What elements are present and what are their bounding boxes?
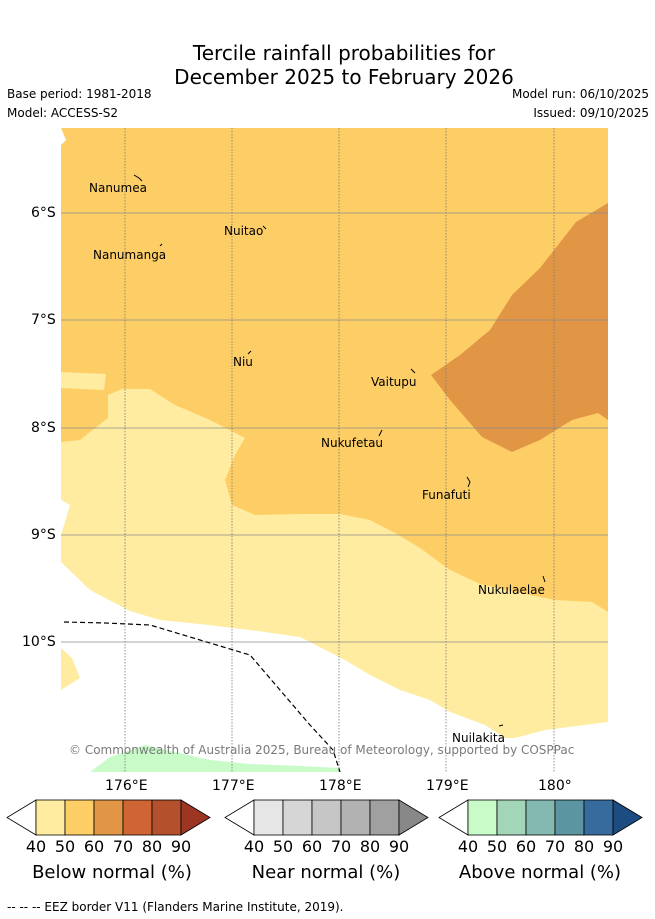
lat-label-9s: 9°S	[31, 527, 56, 543]
above-normal-40-region	[90, 745, 340, 772]
island-nukulaelae	[542, 575, 546, 583]
legend-tick-label: 40	[457, 837, 479, 856]
legend-tick-label: 40	[243, 837, 265, 856]
lat-label-7s: 7°S	[31, 312, 56, 328]
lat-label-10s: 10°S	[22, 634, 56, 650]
island-funafuti	[466, 476, 471, 488]
west-patch-2	[61, 500, 70, 535]
legend-tick-label: 80	[141, 837, 163, 856]
place-vaitupu: Vaitupu	[371, 375, 417, 389]
lat-gridlines	[61, 212, 608, 643]
place-nukufetau: Nukufetau	[321, 436, 384, 450]
below-normal-60-region	[431, 203, 608, 452]
place-funafuti: Funafuti	[422, 488, 471, 502]
island-nuitao	[262, 225, 267, 230]
place-nukulaelae: Nukulaelae	[478, 583, 545, 597]
place-nuilakita: Nuilakita	[452, 731, 505, 745]
west-patch-4	[61, 128, 66, 145]
base-period: Base period: 1981-2018	[7, 87, 152, 101]
legend-tick-label: 70	[330, 837, 352, 856]
west-patch-1	[61, 372, 106, 390]
island-niu	[247, 350, 252, 355]
legend-title-above: Above normal (%)	[458, 862, 622, 883]
islands	[133, 174, 546, 727]
map-title-line1: Tercile rainfall probabilities for	[192, 41, 496, 65]
lon-label-177e: 177°E	[212, 778, 255, 794]
legend-tick-label: 90	[388, 837, 410, 856]
lon-label-179e: 179°E	[426, 778, 469, 794]
lon-label-176e: 176°E	[105, 778, 148, 794]
island-nuilakita	[498, 724, 504, 727]
legend-tick-label: 60	[301, 837, 323, 856]
lon-label-180: 180°	[538, 778, 572, 794]
legend-tick-label: 40	[25, 837, 47, 856]
island-nanumanga	[159, 243, 163, 247]
legend-tick-label: 60	[83, 837, 105, 856]
legend-tick-label: 60	[515, 837, 537, 856]
island-nanumea	[133, 174, 143, 182]
legend-tick-label: 70	[112, 837, 134, 856]
place-niu: Niu	[233, 355, 253, 369]
place-nanumea: Nanumea	[89, 181, 147, 195]
legend-tick-label: 70	[544, 837, 566, 856]
lat-label-8s: 8°S	[31, 420, 56, 436]
map-title-line2: December 2025 to February 2026	[174, 65, 514, 89]
island-nukufetau	[378, 429, 383, 437]
legend-tick-label: 90	[602, 837, 624, 856]
legend-tick-label: 80	[359, 837, 381, 856]
eez-border-line	[63, 621, 341, 772]
map-area	[61, 128, 608, 772]
legend-tick-label: 50	[54, 837, 76, 856]
place-nuitao: Nuitao	[224, 224, 264, 238]
legend-tick-label: 90	[170, 837, 192, 856]
issued-date: Issued: 09/10/2025	[533, 106, 649, 120]
lon-label-178e: 178°E	[319, 778, 362, 794]
legend-tick-label: 80	[573, 837, 595, 856]
copyright-notice: © Commonwealth of Australia 2025, Bureau…	[69, 743, 575, 757]
lon-gridlines	[124, 128, 555, 772]
legend-title-below: Below normal (%)	[32, 862, 192, 883]
legend-tick-label: 50	[486, 837, 508, 856]
lat-label-6s: 6°S	[31, 205, 56, 221]
west-patch-3	[61, 648, 80, 690]
island-vaitupu	[410, 368, 416, 374]
legend-title-near: Near normal (%)	[251, 862, 401, 883]
model-name: Model: ACCESS-S2	[7, 106, 119, 120]
model-run: Model run: 06/10/2025	[511, 87, 649, 101]
below-normal-50-region	[61, 128, 608, 612]
place-nanumanga: Nanumanga	[93, 248, 167, 262]
eez-footer-note: -- -- -- EEZ border V11 (Flanders Marine…	[7, 900, 344, 914]
legend-tick-label: 50	[272, 837, 294, 856]
